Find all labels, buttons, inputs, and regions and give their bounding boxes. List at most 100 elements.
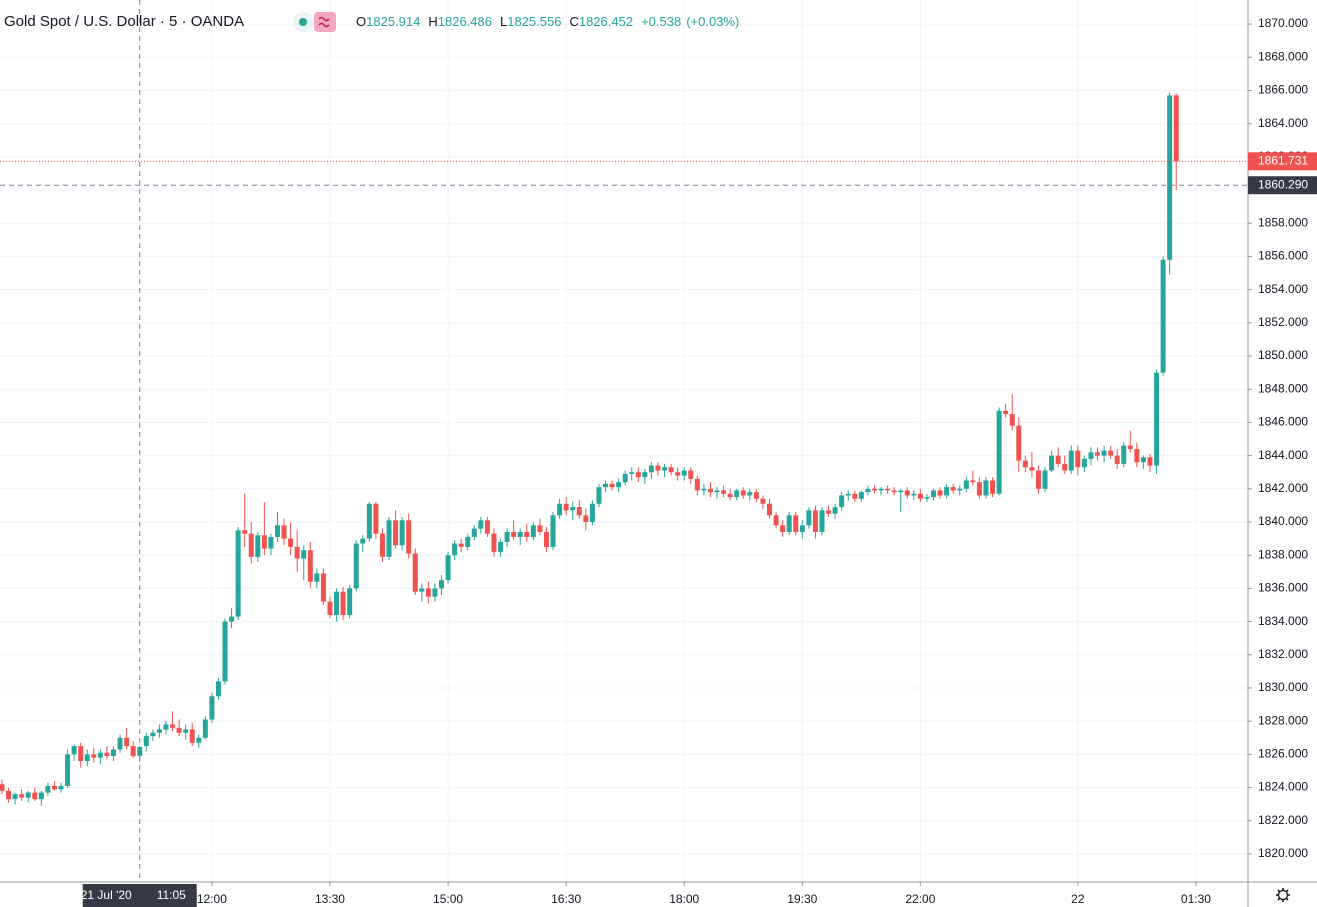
candle-body (498, 541, 504, 552)
candle-body (58, 785, 64, 790)
y-tick-label: 1854.000 (1258, 282, 1308, 296)
y-tick-label: 1826.000 (1258, 747, 1308, 761)
indicator-toggle[interactable] (314, 12, 336, 32)
candle-body (543, 531, 549, 547)
y-tick-label: 1830.000 (1258, 680, 1308, 694)
candle-body (648, 465, 654, 473)
candle-body (209, 696, 215, 720)
last-price-label: 1861.731 (1248, 152, 1317, 171)
candle-body (944, 487, 950, 496)
ohlc-header: O1825.914 H1826.486 L1825.556 C1826.452 +0.5… (356, 14, 739, 29)
candle-body (340, 591, 346, 615)
candle-body (904, 490, 910, 496)
overlays (0, 0, 1248, 882)
candle-body (65, 754, 71, 786)
candle-body (662, 467, 668, 471)
candle-body (609, 483, 615, 488)
candle-body (12, 794, 18, 800)
change-pct: (+0.03%) (686, 14, 739, 29)
crosshair-time: 11:05 (157, 888, 186, 902)
settings-icon[interactable] (1276, 888, 1290, 902)
candle-body (871, 488, 877, 491)
candle-body (242, 530, 248, 534)
x-tick-label: 22:00 (905, 892, 935, 906)
y-tick-label: 1870.000 (1258, 16, 1308, 30)
candle-body (130, 746, 136, 757)
candle-body (71, 746, 77, 755)
candle-body (701, 488, 707, 491)
candle-body (150, 732, 156, 737)
x-tick-label: 13:30 (315, 892, 345, 906)
candle-body (248, 533, 254, 557)
candle-body (819, 510, 825, 532)
ohlc-value: 1825.914 (366, 14, 420, 29)
candle-body (767, 503, 773, 516)
candle-body (858, 492, 864, 499)
candle-body (753, 492, 759, 499)
candle-body (360, 538, 366, 544)
settings-teeth (1276, 888, 1290, 902)
candle-body (386, 520, 392, 557)
candle-body (786, 515, 792, 532)
candle-body (1068, 450, 1074, 471)
candle-body (616, 482, 622, 488)
candle-body (530, 525, 536, 537)
candle-body (865, 488, 871, 493)
x-tick-label: 01:30 (1181, 892, 1211, 906)
candle-body (314, 573, 320, 582)
candle-body (25, 792, 31, 798)
y-tick-label: 1866.000 (1258, 83, 1308, 97)
candle-body (0, 784, 5, 791)
candle-body (675, 472, 681, 476)
candle-body (878, 488, 884, 491)
candle-body (163, 724, 169, 730)
candle-body (78, 746, 84, 762)
x-tick-label: 18:00 (669, 892, 699, 906)
ohlc-key: O (356, 14, 366, 29)
candle-body (445, 555, 451, 581)
crosshair-labels: 1860.290 21 Jul '20 11:05 (81, 176, 1317, 907)
y-tick-label: 1868.000 (1258, 49, 1308, 63)
candle-body (983, 480, 989, 496)
candle-body (261, 535, 267, 549)
candle-body (347, 588, 353, 615)
ohlc-value: 1826.486 (438, 14, 492, 29)
candle-body (1062, 463, 1068, 471)
candle-body (891, 490, 897, 493)
candle-body (688, 470, 694, 479)
candle-body (963, 480, 969, 489)
change: +0.538 (641, 14, 681, 29)
candle-body (668, 467, 674, 473)
candle-body (517, 531, 523, 537)
candle-body (143, 736, 149, 747)
candle-body (406, 520, 412, 554)
y-tick-label: 1820.000 (1258, 846, 1308, 860)
candle-body (1088, 452, 1094, 459)
candle-body (366, 503, 372, 539)
candle-body (124, 737, 130, 747)
candle-body (832, 507, 838, 514)
ohlc-key: C (569, 14, 578, 29)
candle-body (917, 493, 923, 499)
candle-body (373, 503, 379, 534)
candle-body (91, 754, 97, 758)
crosshair-price-text: 1860.290 (1258, 177, 1308, 191)
candle-body (1147, 457, 1153, 466)
x-tick-label: 19:30 (787, 892, 817, 906)
candle-body (170, 724, 176, 728)
candle-body (596, 487, 602, 504)
last-price-box (1248, 152, 1317, 171)
x-tick-label: 12:00 (197, 892, 227, 906)
candle-body (425, 588, 431, 597)
candles (0, 92, 1179, 806)
candle-body (156, 729, 162, 733)
candle-body (721, 490, 727, 494)
candle-body (734, 490, 740, 498)
y-tick-label: 1828.000 (1258, 713, 1308, 727)
ohlc-key: L (500, 14, 507, 29)
y-tick-label: 1824.000 (1258, 780, 1308, 794)
candle-body (537, 525, 543, 532)
candle-body (1022, 460, 1028, 468)
candle-body (1095, 452, 1101, 456)
